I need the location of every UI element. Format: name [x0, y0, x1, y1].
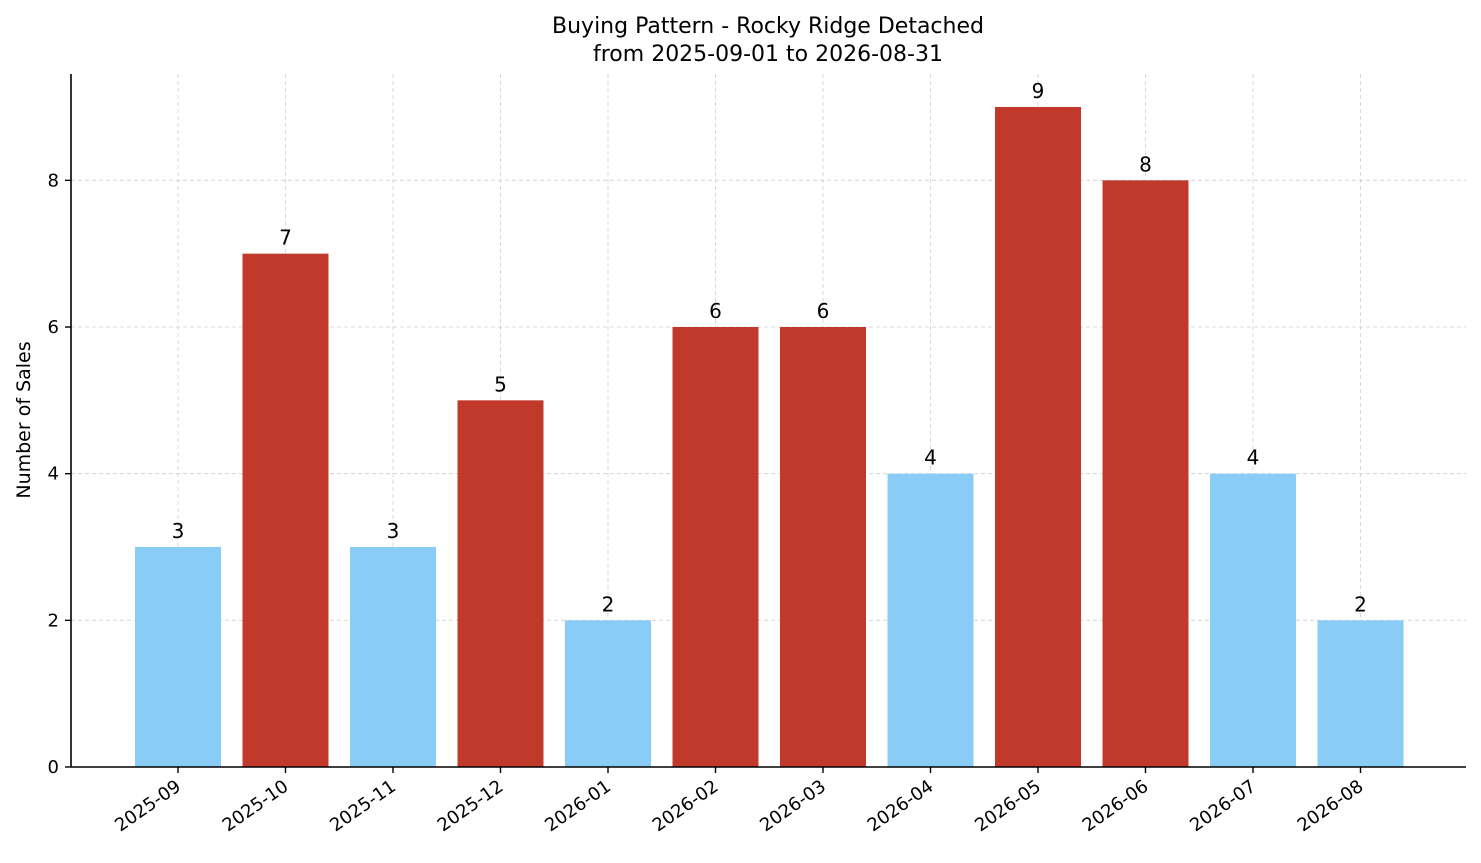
x-tick-label-2026-05: 2026-05	[971, 776, 1045, 836]
data-label-2025-11: 3	[387, 519, 400, 543]
bar-2026-04	[887, 473, 974, 767]
data-label-2026-04: 4	[924, 446, 937, 470]
data-label-2026-05: 9	[1032, 79, 1045, 103]
chart-title: Buying Pattern - Rocky Ridge Detached	[552, 14, 984, 39]
data-label-2026-02: 6	[709, 299, 722, 323]
x-tick-label-2026-02: 2026-02	[649, 776, 723, 836]
data-label-2025-09: 3	[172, 519, 185, 543]
x-tick-label-2025-12: 2025-12	[434, 776, 508, 836]
bar-2025-10	[242, 253, 329, 767]
data-label-2026-06: 8	[1139, 152, 1152, 176]
y-tick-label-0: 0	[48, 757, 59, 778]
bar-2026-02	[672, 327, 759, 767]
x-tick-label-2026-03: 2026-03	[756, 776, 830, 836]
bar-2026-06	[1102, 180, 1189, 768]
x-tick-label-2026-08: 2026-08	[1294, 776, 1368, 836]
chart-subtitle: from 2025-09-01 to 2026-08-31	[593, 42, 943, 67]
x-tick-label-2026-04: 2026-04	[864, 776, 938, 836]
bar-2026-05	[995, 107, 1081, 767]
y-axis-label: Number of Sales	[13, 341, 35, 498]
x-tick-label-2025-11: 2025-11	[326, 776, 400, 836]
data-label-2026-08: 2	[1354, 592, 1367, 616]
data-label-2025-10: 7	[279, 226, 292, 250]
x-tick-label-2026-06: 2026-06	[1079, 776, 1153, 836]
bar-2025-12	[457, 400, 544, 767]
y-tick-label-4: 4	[48, 464, 59, 485]
x-tick-label-2026-07: 2026-07	[1186, 776, 1260, 836]
data-label-2025-12: 5	[494, 372, 507, 396]
bar-2025-11	[350, 547, 436, 767]
y-tick-label-6: 6	[48, 317, 59, 338]
y-tick-label-2: 2	[48, 610, 59, 631]
label-layer: 3 7 3 5 2 6 6 4 9 8 4 2	[172, 79, 1367, 616]
bar-2026-03	[780, 327, 866, 767]
y-tick-label-8: 8	[48, 170, 59, 191]
data-label-2026-07: 4	[1247, 446, 1260, 470]
x-tick-label-2026-01: 2026-01	[541, 776, 615, 836]
x-tick-label-2025-10: 2025-10	[219, 776, 293, 836]
bar-2026-08	[1317, 620, 1404, 767]
bar-2026-07	[1210, 473, 1296, 767]
data-label-2026-03: 6	[817, 299, 830, 323]
x-tick-label-2025-09: 2025-09	[111, 776, 185, 836]
bar-2026-01	[565, 620, 651, 767]
bar-layer	[135, 107, 1404, 768]
data-label-2026-01: 2	[602, 592, 615, 616]
bar-2025-09	[135, 547, 221, 767]
